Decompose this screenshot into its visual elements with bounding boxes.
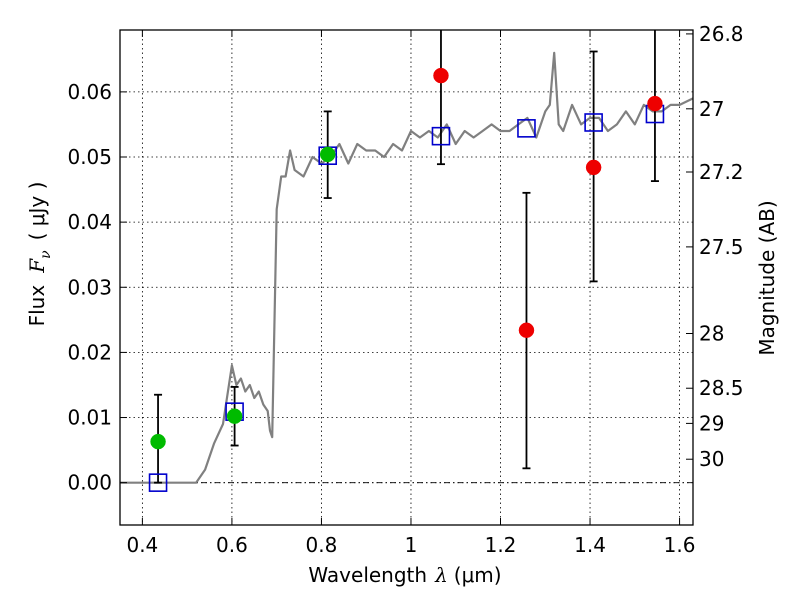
spectrum-layer xyxy=(120,51,694,484)
observed-point xyxy=(585,159,602,176)
y-tick-label: 0.05 xyxy=(67,145,112,169)
x-tick-label: 1.4 xyxy=(574,533,606,557)
x-tick-label: 1 xyxy=(405,533,418,557)
mag-tick-label: 28 xyxy=(699,322,724,346)
model-point xyxy=(431,126,451,146)
mag-tick-label: 28.5 xyxy=(699,376,744,400)
mag-tick-label: 30 xyxy=(699,447,724,471)
model-point xyxy=(517,119,536,138)
observed-point xyxy=(319,146,336,163)
x-tick-label: 1.2 xyxy=(485,533,517,557)
model-point xyxy=(148,473,168,492)
y-tick-label: 0.02 xyxy=(67,340,112,364)
observed-point xyxy=(433,67,449,84)
y-tick-label: 0.01 xyxy=(67,406,112,430)
grid xyxy=(120,30,693,525)
y-tick-label: 0.03 xyxy=(67,275,112,299)
x-tick-label: 0.8 xyxy=(306,533,338,557)
mag-tick-label: 27.2 xyxy=(699,160,744,184)
mag-tick-label: 27 xyxy=(699,97,724,121)
y-tick-label: 0.00 xyxy=(67,471,112,495)
y2-axis-title: Magnitude (AB) xyxy=(755,200,779,355)
model-point xyxy=(584,113,603,132)
y-tick-label: 0.06 xyxy=(67,80,112,104)
tick-marks xyxy=(120,30,693,525)
x-tick-label: 0.6 xyxy=(216,533,248,557)
observed-points-layer xyxy=(150,67,663,450)
x-axis-title: Wavelength λ (μm) xyxy=(308,563,501,587)
model-points-layer xyxy=(148,104,665,492)
observed-point xyxy=(226,408,243,424)
y-axis-title: FluxFν( μJy ) xyxy=(25,182,54,327)
plot-frame xyxy=(119,29,694,526)
x-tick-label: 0.4 xyxy=(126,533,158,557)
spectrum-line xyxy=(120,51,694,484)
mag-tick-label: 29 xyxy=(699,411,724,435)
x-tick-label: 1.6 xyxy=(664,533,696,557)
tick-labels: 0.4 0.6 0.8 1 1.2 1.4 1.6 0.00 0.01 0.02 0.03 0.04 0… xyxy=(67,22,743,557)
observed-point xyxy=(647,95,663,112)
mag-tick-label: 27.5 xyxy=(699,235,744,259)
mag-tick-label: 26.8 xyxy=(699,22,744,46)
observed-point xyxy=(150,433,166,450)
observed-point xyxy=(518,322,535,339)
y-tick-label: 0.04 xyxy=(67,210,112,234)
